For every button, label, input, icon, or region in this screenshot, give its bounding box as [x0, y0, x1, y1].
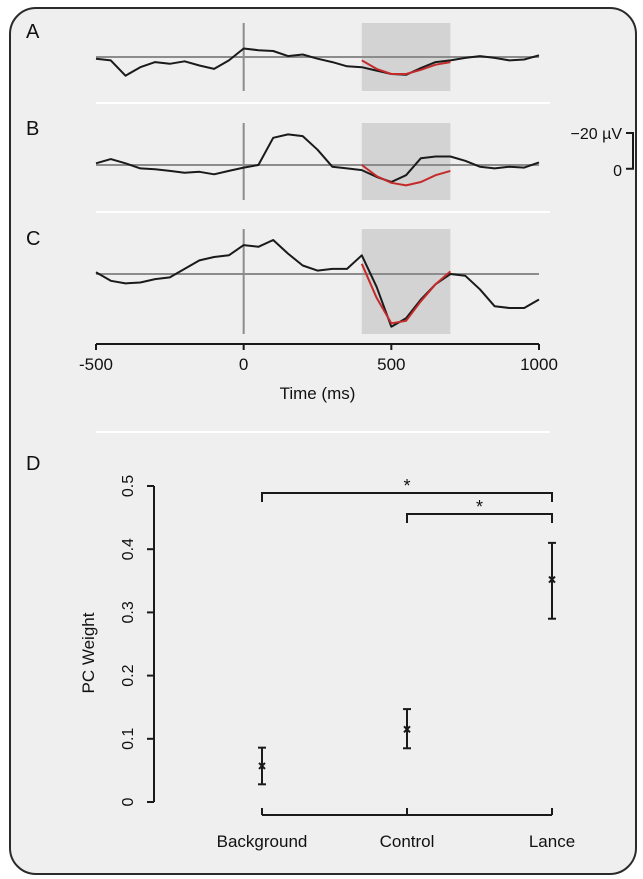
analysis-window: [361, 123, 451, 200]
significance-star: *: [403, 476, 410, 496]
erp-panel-a: [95, 23, 540, 91]
figure-frame: [9, 7, 637, 875]
x-tick-label: 1000: [520, 355, 558, 374]
erp-trace: [95, 239, 540, 328]
x-tick-label: 0: [239, 355, 248, 374]
data-point-cross: [258, 762, 266, 770]
x-axis-title: Time (ms): [280, 384, 356, 403]
pc-fit-curve: [360, 263, 452, 325]
x-tick-label: 500: [377, 355, 405, 374]
scale-bar-top-label: −20 µV: [571, 126, 623, 143]
time-axis: -500 0 500 1000 Time (ms): [79, 343, 558, 403]
erp-panel-c: [95, 229, 540, 334]
x-tick-label: Background: [217, 832, 308, 851]
panel-label-b: B: [26, 118, 39, 140]
panel-label-a: A: [26, 21, 40, 43]
y-tick-label: 0: [120, 797, 137, 806]
y-tick-label: 0.4: [120, 538, 137, 560]
data-point-cross: [403, 725, 411, 734]
scale-bar-bottom-label: 0: [613, 163, 622, 180]
voltage-scale-bar: −20 µV 0: [571, 126, 634, 180]
erp-trace: [95, 133, 540, 183]
data-point-cross: [548, 575, 556, 584]
y-tick-label: 0.3: [120, 601, 137, 623]
pc-fit-curve: [361, 164, 451, 187]
pc-weight-panel: 0 0.1 0.2 0.3 0.4 0.5 PC Weight Background Contr…: [79, 475, 575, 851]
panel-label-d: D: [26, 453, 40, 475]
scale-bar-bracket: [626, 132, 634, 170]
x-tick-label: Control: [380, 832, 435, 851]
y-tick-label: 0.1: [120, 728, 137, 750]
x-tick-label: Lance: [529, 832, 575, 851]
significance-bracket: [261, 492, 553, 502]
panel-label-c: C: [26, 228, 40, 250]
significance-bracket: [406, 513, 553, 523]
significance-star: *: [476, 497, 483, 517]
erp-panel-b: [95, 123, 540, 200]
y-axis-title: PC Weight: [79, 612, 98, 693]
pc-fit-curve: [361, 59, 451, 75]
analysis-window: [361, 229, 451, 334]
erp-trace: [95, 47, 540, 77]
x-tick-label: -500: [79, 355, 113, 374]
y-tick-label: 0.2: [120, 664, 137, 686]
y-tick-label: 0.5: [120, 475, 137, 497]
